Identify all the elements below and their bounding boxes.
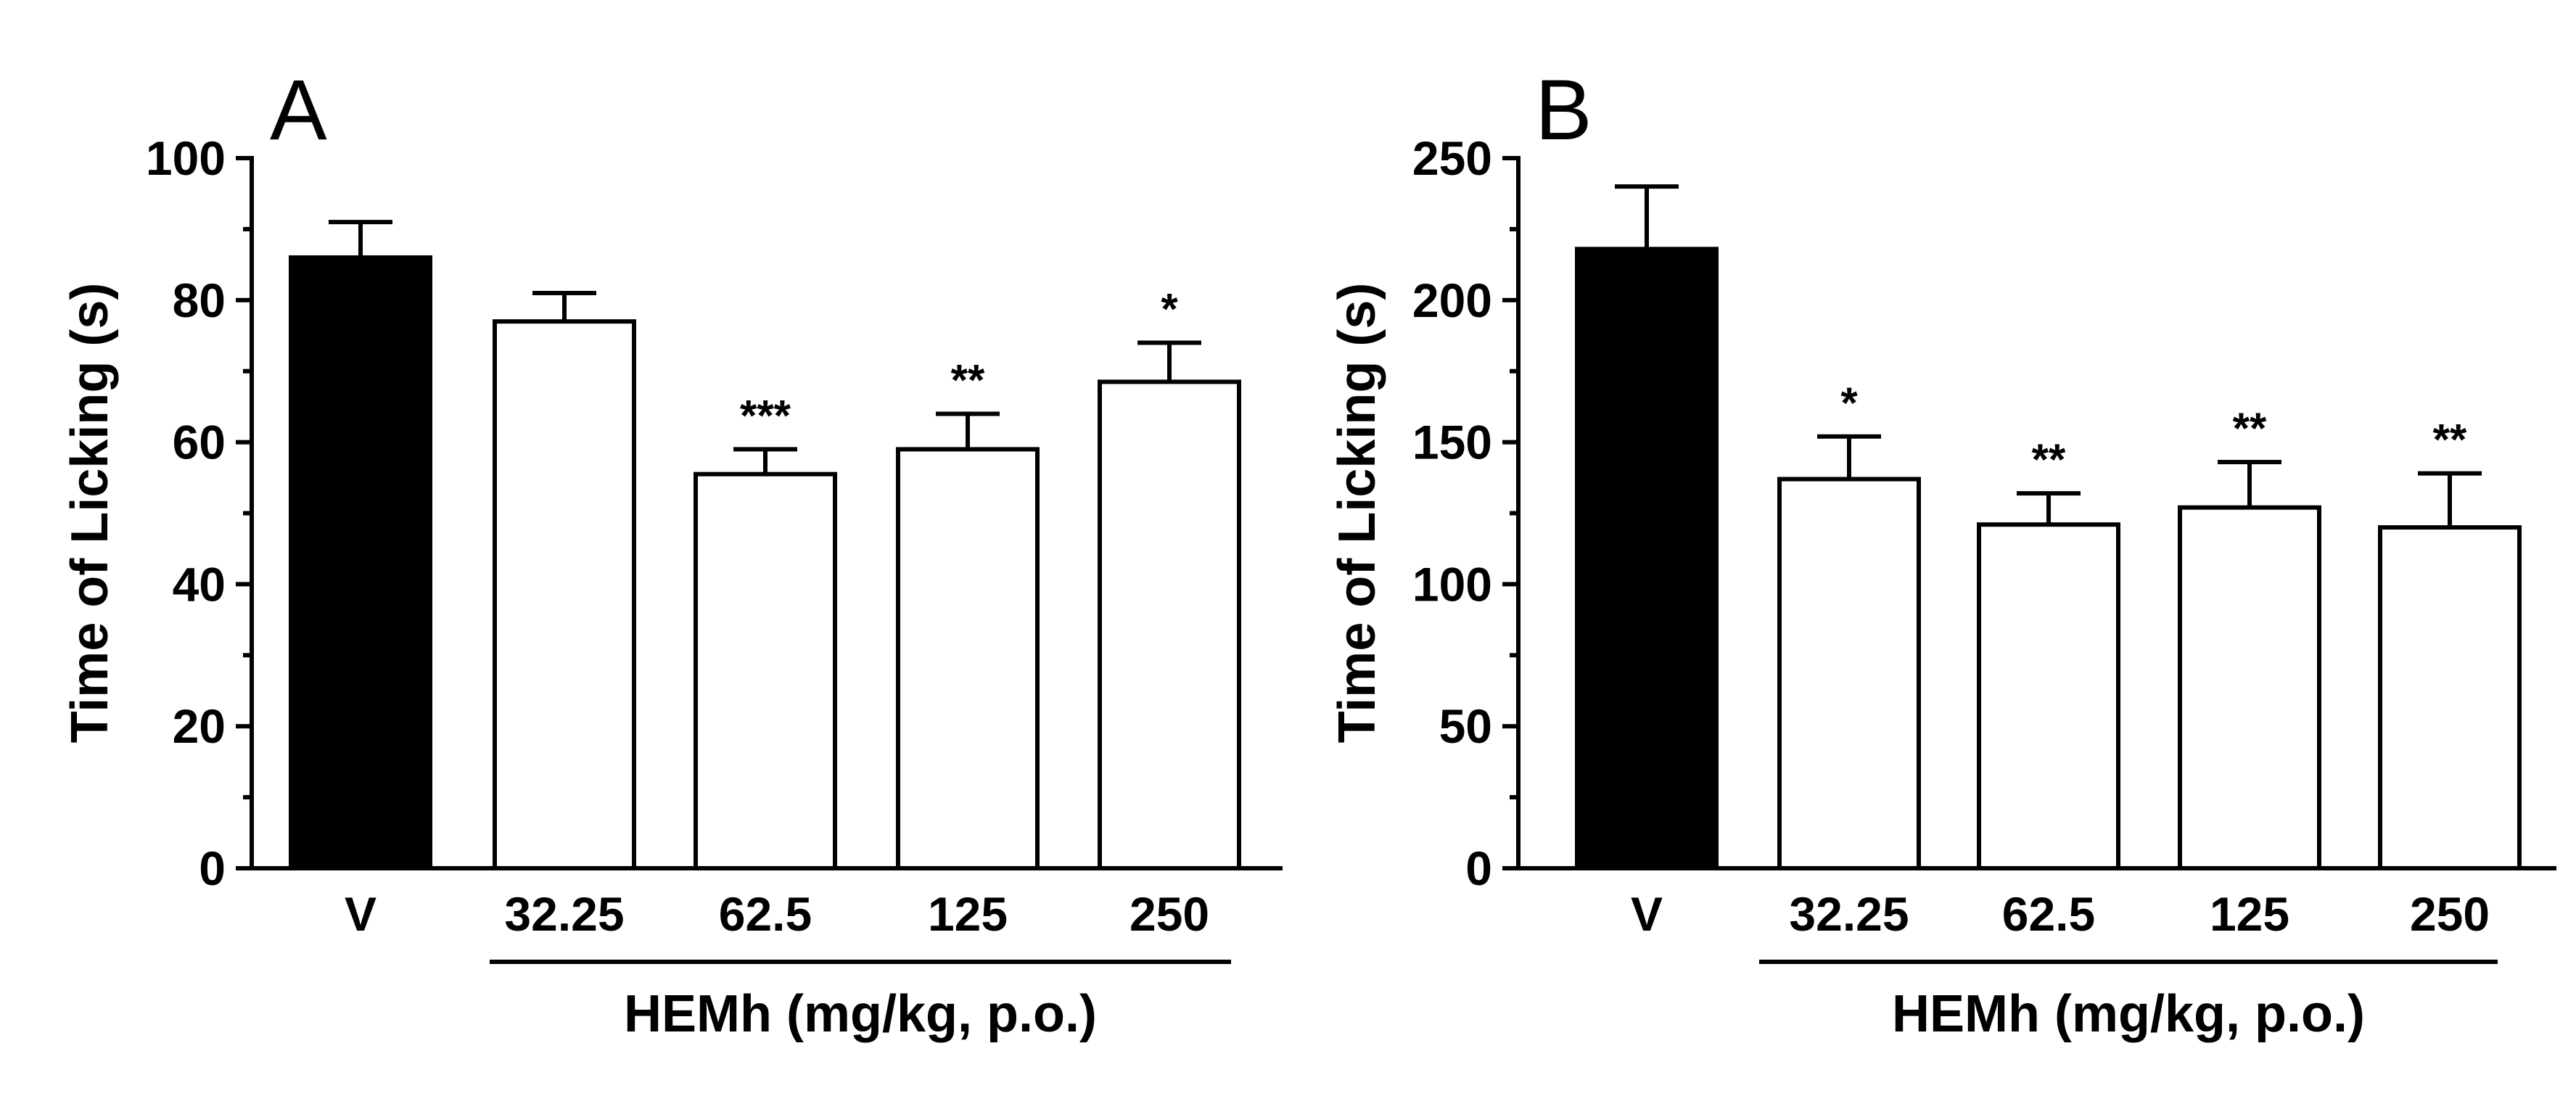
panel-letter: A bbox=[270, 62, 327, 158]
significance-label: ** bbox=[2032, 435, 2066, 484]
bar bbox=[896, 447, 1040, 870]
bar bbox=[289, 255, 432, 870]
x-category-label: 62.5 bbox=[2002, 887, 2095, 941]
bar bbox=[1777, 477, 1921, 870]
bar bbox=[1977, 522, 2120, 870]
significance-label: *** bbox=[740, 391, 791, 440]
x-group-label: HEMh (mg/kg, p.o.) bbox=[624, 985, 1097, 1043]
significance-label: * bbox=[1161, 285, 1178, 334]
y-tick-label: 250 bbox=[1412, 131, 1492, 185]
x-category-label: 32.25 bbox=[1789, 887, 1909, 941]
x-category-label: 62.5 bbox=[719, 887, 812, 941]
bar bbox=[493, 319, 636, 871]
y-axis-title: Time of Licking (s) bbox=[61, 283, 119, 743]
panel-b: B 0 50 100 150 200 250 Time of Licking (s) V * 32.… bbox=[1328, 62, 2556, 1043]
y-tick-label: 40 bbox=[173, 557, 226, 611]
y-tick-label: 20 bbox=[173, 699, 226, 753]
y-tick-label: 0 bbox=[1465, 841, 1492, 895]
bar bbox=[2178, 505, 2321, 871]
y-tick-label: 80 bbox=[173, 273, 226, 327]
x-category-label: 125 bbox=[2210, 887, 2289, 941]
x-category-label: 125 bbox=[928, 887, 1008, 941]
y-tick-label: 200 bbox=[1412, 273, 1492, 327]
significance-label: * bbox=[1840, 379, 1858, 427]
bar bbox=[1575, 247, 1719, 870]
y-tick-label: 100 bbox=[1412, 557, 1492, 611]
x-category-label: V bbox=[345, 887, 376, 941]
y-tick-label: 60 bbox=[173, 416, 226, 469]
x-group-label: HEMh (mg/kg, p.o.) bbox=[1892, 985, 2365, 1043]
y-tick-label: 50 bbox=[1439, 699, 1492, 753]
y-axis-title: Time of Licking (s) bbox=[1328, 283, 1386, 743]
bar bbox=[694, 471, 837, 870]
x-category-label: 32.25 bbox=[504, 887, 624, 941]
significance-label: ** bbox=[2433, 416, 2467, 464]
bar bbox=[1098, 379, 1241, 870]
x-category-label: 250 bbox=[2410, 887, 2490, 941]
significance-label: ** bbox=[2233, 404, 2267, 453]
bar bbox=[2378, 525, 2522, 871]
significance-label: ** bbox=[951, 355, 985, 404]
x-category-label: V bbox=[1631, 887, 1663, 941]
x-category-label: 250 bbox=[1129, 887, 1209, 941]
y-tick-label: 150 bbox=[1412, 416, 1492, 469]
panel-letter: B bbox=[1535, 62, 1592, 158]
y-tick-label: 0 bbox=[199, 841, 226, 895]
y-tick-label: 100 bbox=[146, 131, 226, 185]
